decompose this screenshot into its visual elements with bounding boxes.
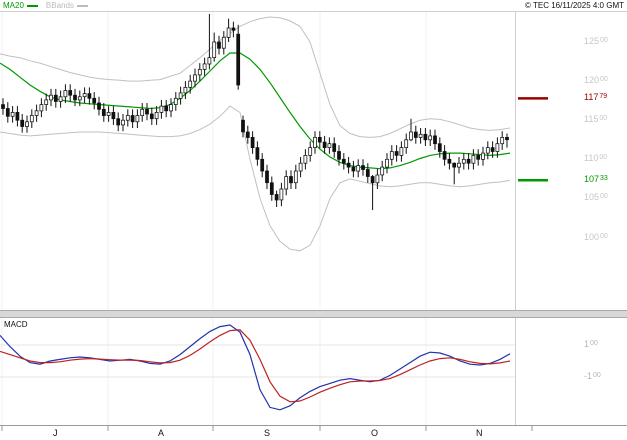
- legend-item-ma20: MA20: [3, 1, 38, 10]
- bbands-legend-label: BBands: [45, 1, 74, 10]
- chart-legend: MA20 BBands: [3, 0, 88, 11]
- ma20-line-sample-icon: [26, 4, 38, 7]
- copyright-text: © TEC 16/11/2025 4:0 GMT: [525, 1, 624, 10]
- bbands-line-sample-icon: [76, 4, 88, 7]
- macd-panel-title: MACD: [4, 320, 28, 329]
- legend-item-bbands: BBands: [46, 1, 88, 10]
- ma20-legend-label: MA20: [3, 1, 24, 10]
